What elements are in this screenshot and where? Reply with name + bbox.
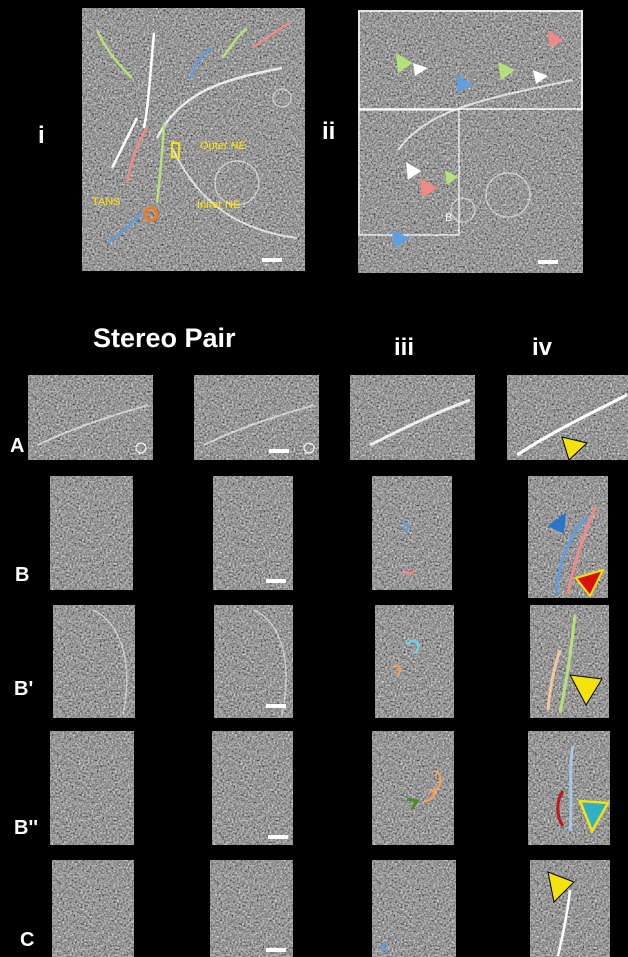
row-c-iii	[372, 860, 456, 957]
row-b-iii	[372, 476, 452, 590]
inner-ne-annotation: Inner NE	[197, 199, 241, 211]
row-c-stereo-left	[52, 860, 134, 957]
row-b-prime-iii	[375, 605, 454, 718]
row-a-stereo-right	[194, 375, 319, 460]
panel-ii-image	[358, 10, 583, 273]
panel-ii-label: ii	[322, 118, 336, 145]
outer-ne-annotation: Outer NE	[200, 140, 246, 152]
row-label-b: B	[15, 564, 30, 586]
row-label-b-double-prime: B''	[14, 817, 38, 839]
row-b-iv	[528, 476, 608, 598]
row-label-a: A	[10, 435, 25, 457]
row-a-iii	[350, 375, 475, 460]
stereo-pair-header: Stereo Pair	[93, 323, 236, 353]
row-b-prime-stereo-right	[214, 605, 293, 718]
row-b-prime-iv	[530, 605, 609, 718]
row-a-stereo-left	[28, 375, 153, 460]
panel-i-label: i	[38, 122, 45, 149]
row-b-double-prime-iii	[372, 731, 454, 845]
panel-i-image	[82, 8, 305, 271]
row-b-stereo-right	[213, 476, 293, 590]
row-a-iv	[507, 375, 628, 460]
column-iii-header: iii	[394, 334, 415, 361]
row-b-stereo-left	[50, 476, 133, 590]
row-b-prime-stereo-left	[53, 605, 135, 718]
row-c-stereo-right	[210, 860, 293, 957]
column-iv-header: iv	[532, 334, 553, 361]
row-b-double-prime-stereo-right	[212, 731, 293, 845]
row-b-double-prime-stereo-left	[50, 731, 134, 845]
row-label-b-prime: B'	[14, 678, 34, 700]
row-label-c: C	[20, 929, 35, 951]
row-b-double-prime-iv	[528, 731, 610, 845]
inset-b-annotation: B	[445, 212, 453, 224]
tans-annotation: TANS	[92, 196, 121, 208]
row-c-iv	[530, 860, 610, 957]
